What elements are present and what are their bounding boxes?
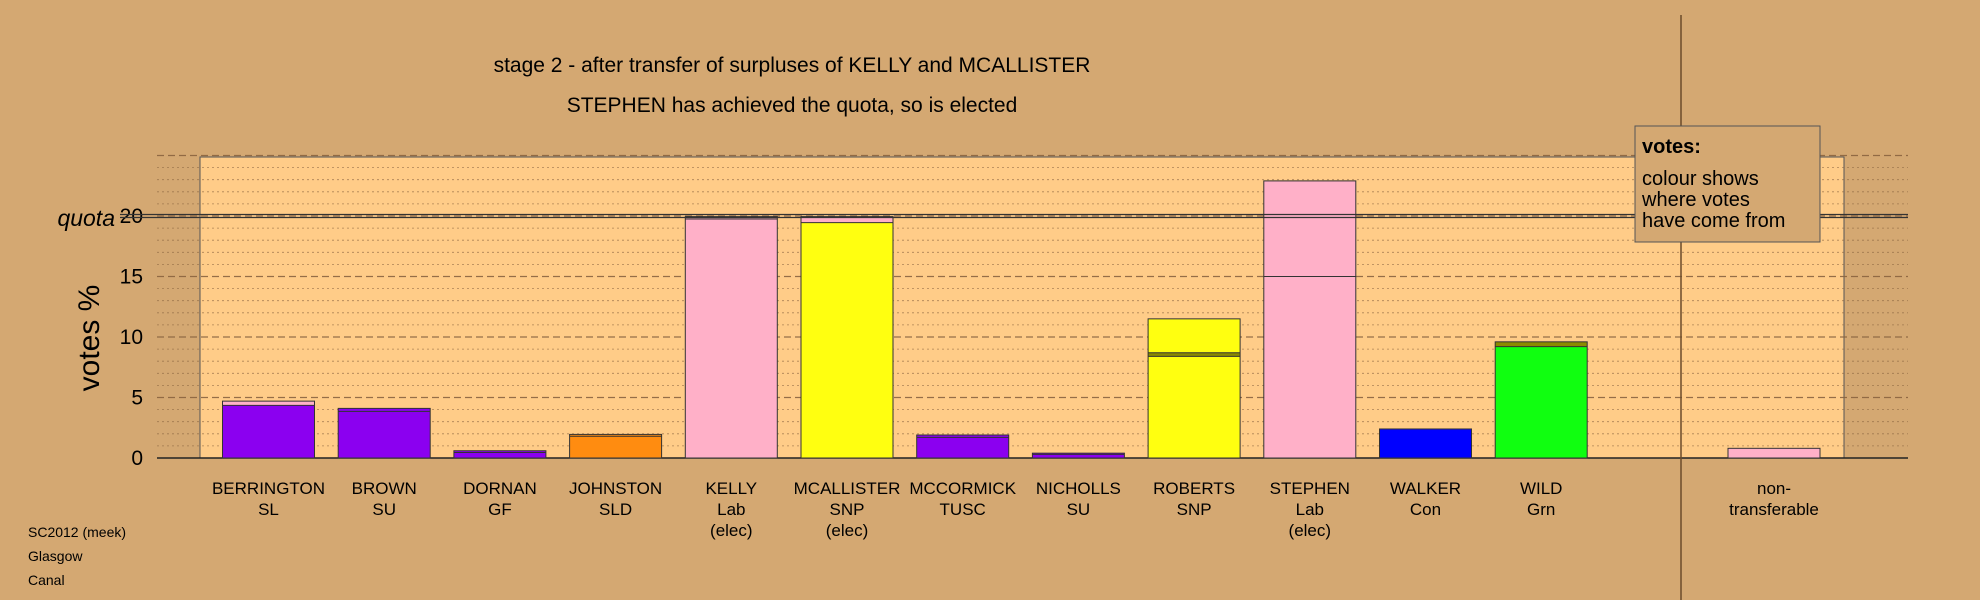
footer-line-2: Glasgow [28, 548, 83, 564]
bar-mccormick-segment [916, 437, 1009, 458]
bar-roberts-segment [1148, 352, 1241, 357]
bar-stephen-outline [1263, 180, 1357, 459]
candidate-party-label: SU [372, 500, 396, 519]
bar-brown-segment [338, 408, 431, 412]
candidate-status-label: (elec) [826, 521, 869, 540]
bar-nicholls-segment [1032, 453, 1125, 455]
bar-berrington-segment [222, 405, 315, 458]
chart-subtitle: STEPHEN has achieved the quota, so is el… [567, 94, 1018, 117]
legend-title: votes: [1642, 136, 1701, 158]
candidate-party-label: SLD [599, 500, 632, 519]
candidate-name-label: WILD [1520, 479, 1563, 498]
bar-brown-segment [338, 411, 431, 458]
y-tick-label: 15 [120, 266, 143, 289]
candidate-name-label: MCCORMICK [909, 479, 1016, 498]
legend: votes: colour shows where votes have com… [1634, 125, 1821, 243]
quota-label: quota [57, 205, 115, 231]
category-labels: BERRINGTON SL BROWN SU DORNAN GF JOHNSTON SLD KE… [212, 479, 1819, 540]
candidate-party-label: Lab [1296, 500, 1324, 519]
quota-line [120, 213, 1908, 219]
candidate-status-label: (elec) [1289, 521, 1332, 540]
bar-roberts-outline [1147, 318, 1241, 459]
bar-dornan-segment [453, 452, 546, 458]
y-axis-label: votes % [73, 285, 106, 392]
candidate-name-label: BERRINGTON [212, 479, 325, 498]
legend-line-3: have come from [1642, 210, 1785, 232]
footer-line-3: Canal [28, 572, 65, 588]
bar-johnston-outline [569, 433, 663, 459]
candidate-party-label: TUSC [940, 500, 986, 519]
bar-dornan-segment [453, 450, 546, 453]
bar-wild-segment [1495, 341, 1588, 347]
bar-nicholls-outline [1031, 452, 1125, 459]
bar-johnston-segment [569, 434, 662, 437]
grid-lines [157, 154, 1908, 459]
bars [222, 180, 1821, 459]
bar-roberts-segment [1148, 318, 1241, 353]
bar-walker-segment [1379, 428, 1472, 458]
candidate-name-label: DORNAN [463, 479, 537, 498]
legend-box [1634, 125, 1821, 243]
y-tick-label: 0 [131, 447, 143, 470]
bar-brown-outline [337, 407, 431, 459]
candidate-name-label: STEPHEN [1270, 479, 1350, 498]
bar-johnston-segment [569, 436, 662, 458]
candidate-name-label: KELLY [705, 479, 757, 498]
bar-dornan-outline [453, 450, 547, 459]
bar-walker-outline [1379, 428, 1472, 459]
plot-area [199, 156, 1845, 459]
footer-line-1: SC2012 (meek) [28, 524, 126, 540]
bar-stephen-segment [1263, 276, 1356, 458]
bar-stephen-segment [1263, 180, 1356, 277]
non-transferable-label-1: non- [1757, 479, 1791, 498]
candidate-party-label: Grn [1527, 500, 1555, 519]
legend-line-2: where votes [1641, 189, 1750, 211]
y-tick-label: 5 [131, 387, 143, 410]
bar-wild-outline [1494, 341, 1588, 459]
candidate-name-label: WALKER [1390, 479, 1461, 498]
y-ticks: 0 5 10 15 20 [120, 205, 143, 470]
non-transferable-label-2: transferable [1729, 500, 1819, 519]
candidate-name-label: NICHOLLS [1036, 479, 1121, 498]
candidate-status-label: (elec) [710, 521, 753, 540]
bar-roberts-segment [1148, 356, 1241, 458]
bar-mcallister-outline [800, 216, 894, 459]
bar-mccormick-outline [916, 434, 1010, 459]
candidate-party-label: SNP [1177, 500, 1212, 519]
bar-mcallister-segment [801, 222, 893, 458]
candidate-party-label: Lab [717, 500, 745, 519]
bar-mcallister-segment [801, 216, 893, 223]
candidate-name-label: ROBERTS [1153, 479, 1235, 498]
bar-nicholls-segment [1032, 454, 1125, 458]
candidate-party-label: SU [1067, 500, 1091, 519]
y-tick-label: 10 [120, 326, 143, 349]
candidate-party-label: GF [488, 500, 512, 519]
bar-berrington-segment [222, 401, 315, 406]
candidate-party-label: SNP [830, 500, 865, 519]
bar-berrington-outline [222, 400, 315, 459]
bar-kelly-outline [684, 216, 778, 459]
bar-non-transferable-outline [1727, 447, 1821, 459]
chart-title: stage 2 - after transfer of surpluses of… [494, 54, 1091, 77]
bar-mccormick-segment [916, 435, 1009, 438]
bar-kelly-segment [685, 219, 778, 458]
candidate-party-label: Con [1410, 500, 1441, 519]
candidate-name-label: MCALLISTER [794, 479, 901, 498]
candidate-name-label: BROWN [352, 479, 417, 498]
y-tick-label: 20 [120, 205, 143, 228]
candidate-name-label: JOHNSTON [569, 479, 662, 498]
legend-line-1: colour shows [1642, 168, 1759, 190]
bar-non-transferable-segment [1728, 448, 1820, 458]
candidate-party-label: SL [258, 500, 279, 519]
bar-wild-segment [1495, 346, 1588, 458]
